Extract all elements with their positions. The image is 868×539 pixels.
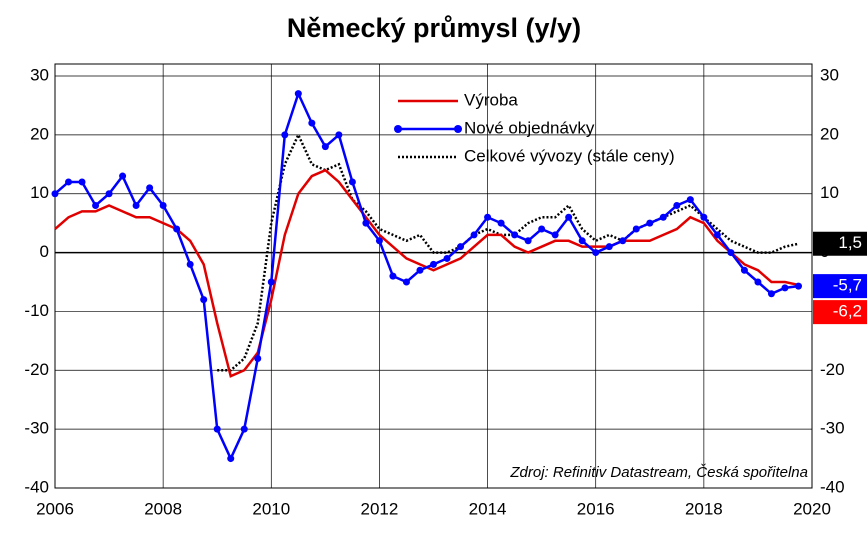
point [281,131,289,139]
point [321,143,329,151]
x-tick-label: 2016 [577,499,615,518]
point [646,219,654,227]
point [632,225,640,233]
y2-tick-label: 20 [820,124,839,143]
y-tick-label: -10 [24,301,49,320]
point [335,131,343,139]
y-tick-label: -40 [24,477,49,496]
legend-marker [454,125,462,133]
end-label-box [813,274,867,299]
y2-tick-label: -40 [820,477,845,496]
x-tick-label: 2014 [469,499,507,518]
y2-tick-label: -30 [820,419,845,438]
y-tick-label: 30 [30,65,49,84]
point [200,296,208,304]
point [362,219,370,227]
point [767,290,775,298]
point [443,254,451,262]
legend-label: Celkové vývozy (stále ceny) [464,146,675,165]
point [551,231,559,239]
point [578,237,586,245]
x-tick-label: 2010 [252,499,290,518]
point [173,225,181,233]
point [713,231,721,239]
point [402,278,410,286]
point [146,184,154,192]
point [416,266,424,274]
point [511,231,519,239]
end-label-box [813,231,867,256]
y2-tick-label: -20 [820,360,845,379]
point [389,272,397,280]
end-label: -6,2 [833,302,862,321]
end-label-box [813,300,867,325]
point [375,237,383,245]
point [348,178,356,186]
x-tick-label: 2008 [144,499,182,518]
end-label: -5,7 [833,276,862,295]
y-tick-label: -20 [24,360,49,379]
point [213,425,221,433]
point [308,119,316,127]
point [524,237,532,245]
point [794,282,802,290]
x-tick-label: 2020 [793,499,831,518]
point [686,196,694,204]
point [186,260,194,268]
legend-marker [394,125,402,133]
x-tick-label: 2018 [685,499,723,518]
point [781,284,789,292]
chart-title: Německý průmysl (y/y) [287,13,581,43]
point [430,260,437,268]
point [267,278,275,286]
point [159,201,167,209]
point [538,225,546,233]
point [457,243,465,251]
point [65,178,73,186]
point [92,201,100,209]
point [727,249,735,257]
plot-frame [54,63,813,489]
point [659,213,667,221]
point [470,231,478,239]
legend-label: Nové objednávky [464,118,595,137]
point [700,213,708,221]
x-tick-label: 2006 [36,499,74,518]
point [497,219,505,227]
point [484,213,492,221]
x-tick-label: 2012 [361,499,399,518]
point [565,213,573,221]
point [119,172,127,180]
point [740,266,748,274]
source: Zdroj: Refinitiv Datastream, Česká spoři… [509,464,808,481]
y-tick-label: -30 [24,419,49,438]
y2-tick-label: 30 [820,65,839,84]
y-tick-label: 20 [30,124,49,143]
y-tick-label: 10 [30,183,49,202]
point [592,249,600,257]
point [619,237,627,245]
point [605,243,613,251]
point [78,178,86,186]
y2-tick-label: 10 [820,183,839,202]
point [754,278,762,286]
point [254,355,262,363]
point [240,425,248,433]
point [132,201,140,209]
point [105,190,113,198]
point [673,201,681,209]
end-label: 1,5 [838,233,862,252]
legend-label: Výroba [464,90,518,109]
point [51,190,59,198]
point [227,455,235,463]
point [294,90,302,98]
series-line [54,90,799,462]
y-tick-label: 0 [40,242,49,261]
